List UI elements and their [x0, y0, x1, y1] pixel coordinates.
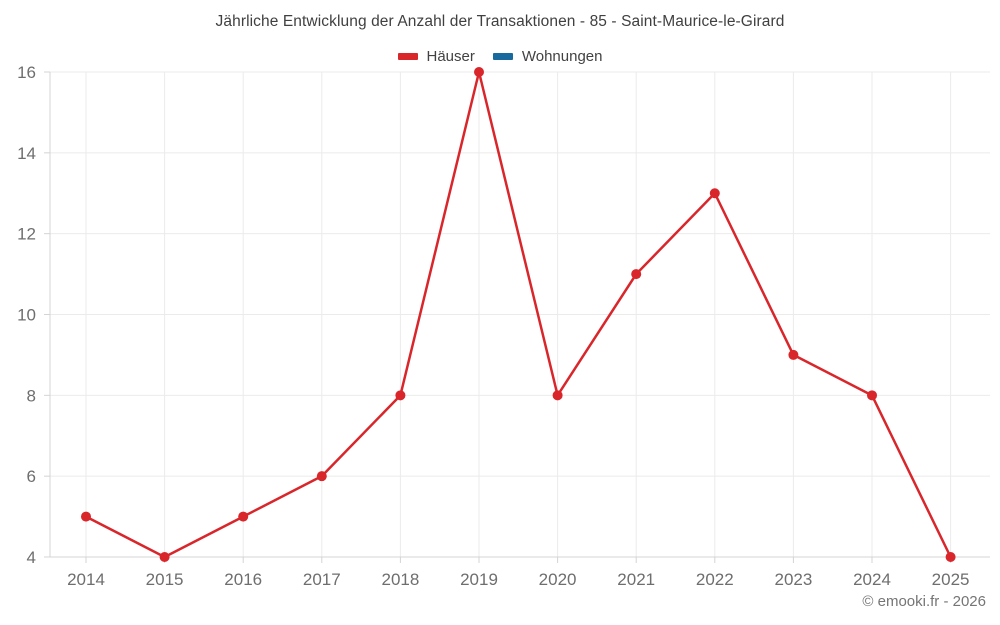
- svg-text:2017: 2017: [303, 570, 341, 589]
- chart-title: Jährliche Entwicklung der Anzahl der Tra…: [215, 13, 785, 30]
- wohnungen-legend-swatch-icon: [492, 52, 513, 60]
- haeuser-legend-label: Häuser: [426, 47, 475, 65]
- svg-text:14: 14: [17, 144, 36, 163]
- svg-text:6: 6: [27, 467, 36, 486]
- svg-text:2024: 2024: [853, 570, 891, 589]
- svg-text:2021: 2021: [617, 570, 655, 589]
- chart-legend: Häuser Wohnungen: [0, 46, 1000, 66]
- svg-text:2023: 2023: [774, 570, 812, 589]
- svg-text:2022: 2022: [696, 570, 734, 589]
- svg-text:4: 4: [27, 548, 36, 567]
- svg-text:8: 8: [27, 386, 36, 405]
- svg-text:2025: 2025: [932, 570, 970, 589]
- svg-text:2019: 2019: [460, 570, 498, 589]
- svg-text:2016: 2016: [224, 570, 262, 589]
- svg-text:2020: 2020: [539, 570, 577, 589]
- legend-item-wohnungen[interactable]: Wohnungen: [492, 47, 603, 65]
- svg-text:2018: 2018: [381, 570, 419, 589]
- copyright-text: © emooki.fr - 2026: [862, 593, 986, 610]
- svg-text:12: 12: [17, 225, 36, 244]
- legend-item-haeuser[interactable]: Häuser: [397, 47, 475, 65]
- wohnungen-legend-label: Wohnungen: [521, 47, 603, 65]
- svg-text:10: 10: [17, 306, 36, 325]
- svg-text:2014: 2014: [67, 570, 105, 589]
- haeuser-legend-swatch-icon: [397, 52, 418, 60]
- svg-text:2015: 2015: [146, 570, 184, 589]
- svg-text:16: 16: [17, 63, 36, 82]
